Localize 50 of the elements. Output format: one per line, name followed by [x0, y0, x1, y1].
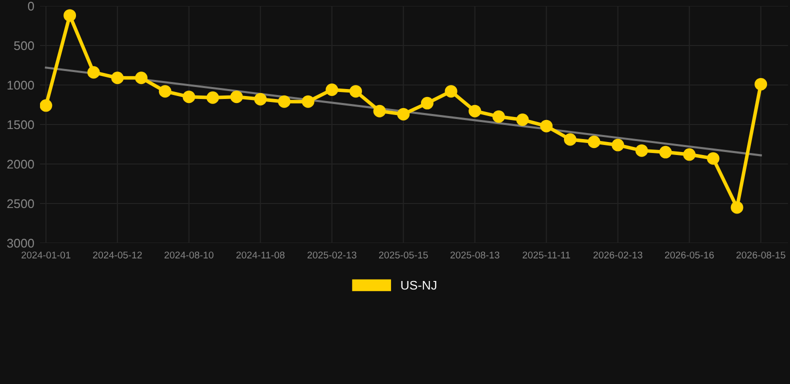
point: [40, 99, 52, 112]
point: [278, 95, 290, 108]
point: [254, 92, 267, 106]
y-tick-label: 2000: [7, 160, 34, 169]
y-tick-label: 500: [14, 41, 34, 50]
x-tick-label: 2024-11-08: [236, 252, 285, 258]
point: [420, 96, 434, 110]
point: [754, 78, 768, 90]
point: [397, 108, 410, 120]
y-tick-label: 0: [28, 2, 34, 11]
point: [373, 104, 386, 118]
point: [326, 83, 338, 96]
x-tick-label: 2025-11-11: [522, 252, 570, 258]
point: [230, 90, 243, 104]
point: [635, 144, 648, 157]
y-tick-label: 2500: [7, 199, 34, 208]
x-tick-label: 2025-08-13: [450, 252, 500, 258]
point: [492, 110, 505, 123]
point: [135, 72, 148, 84]
legend-label: US-NJ: [401, 280, 436, 290]
point: [683, 148, 696, 161]
point: [349, 85, 362, 98]
point: [564, 133, 576, 146]
point: [302, 95, 314, 108]
point: [516, 114, 529, 126]
x-tick-label: 2025-05-15: [379, 252, 428, 258]
point: [468, 104, 482, 118]
x-tick-label: 2024-01-01: [22, 252, 70, 258]
y-tick-label: 3000: [7, 238, 34, 248]
point: [182, 90, 196, 104]
x-tick-label: 2026-08-15: [736, 252, 786, 258]
point: [158, 85, 172, 98]
point: [730, 201, 744, 214]
point: [64, 9, 76, 22]
point: [111, 72, 124, 84]
point: [540, 120, 553, 132]
point: [87, 66, 100, 79]
point: [588, 136, 600, 148]
y-tick-label: 1000: [8, 80, 34, 90]
x-tick-label: 2026-05-16: [664, 252, 714, 258]
point: [206, 91, 220, 104]
x-tick-label: 2024-08-10: [164, 252, 214, 258]
x-tick-label: 2026-02-13: [593, 252, 642, 258]
point: [659, 146, 672, 158]
y-tick-label: 1500: [8, 120, 34, 130]
point: [706, 152, 720, 165]
x-tick-label: 2024-05-12: [93, 252, 142, 258]
x-tick-label: 2025-02-13: [308, 252, 356, 258]
point: [444, 85, 458, 98]
point: [612, 138, 624, 152]
